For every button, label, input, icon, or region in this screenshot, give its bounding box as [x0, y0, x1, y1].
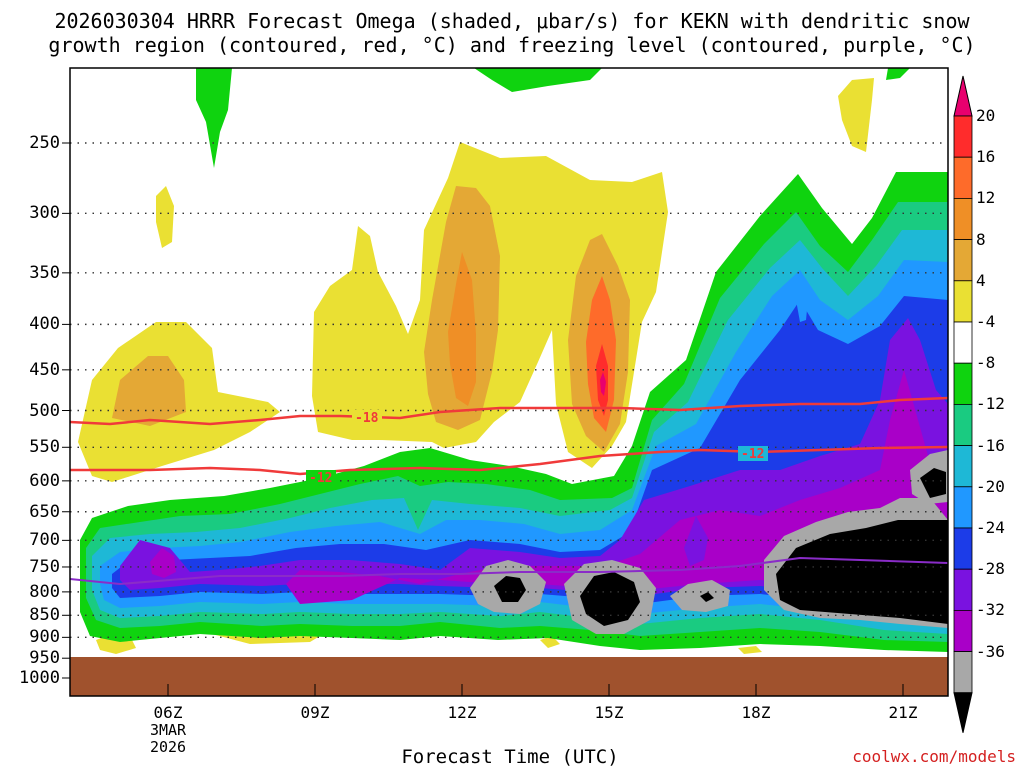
- contour-label-minus-18: -18: [355, 411, 379, 426]
- plot-frame: [69, 67, 949, 697]
- colorbar-segment-10: [953, 486, 973, 529]
- colorbar-segment-9: [953, 445, 973, 488]
- yellow-cell-bottom-4: [738, 646, 762, 654]
- dendritic-growth-contour-minus-12: [70, 445, 949, 476]
- x-tick-label-15Z: 15Z: [594, 703, 624, 722]
- yellow-cell-small: [156, 186, 174, 248]
- colorbar-label--36: -36: [976, 641, 1005, 661]
- purple-pocket-left: [150, 548, 176, 578]
- light-blue-inner: [796, 280, 808, 322]
- y-tick-label-1000: 1000: [19, 668, 60, 688]
- below-ground-layer: [70, 657, 948, 696]
- colorbar-segment-3: [953, 197, 973, 240]
- colorbar-segment-5: [953, 280, 973, 323]
- colorbar-segment-1: [953, 115, 973, 158]
- colorbar-label--12: -12: [976, 394, 1005, 414]
- x-date-label-month: 3MAR: [149, 721, 187, 739]
- colorbar-segment-12: [953, 568, 973, 611]
- colorbar-label--28: -28: [976, 559, 1005, 579]
- x-tick-label-06Z: 06Z: [153, 703, 183, 722]
- magenta-core: [600, 372, 606, 396]
- chart-title-line-2: growth region (contoured, red, °C) and f…: [48, 33, 976, 57]
- contour-label-minus-12-right: -12: [741, 447, 764, 462]
- y-tick-label-250: 250: [29, 133, 60, 153]
- x-tick-marks: [167, 684, 904, 696]
- y-tick-label-650: 650: [29, 501, 60, 522]
- y-tick-label-700: 700: [29, 530, 60, 551]
- y-tick-label-950: 950: [29, 648, 60, 669]
- omega-shading: [70, 68, 948, 696]
- black-core-3: [700, 592, 714, 602]
- colorbar-segment-11: [953, 527, 973, 570]
- x-tick-label-21Z: 21Z: [888, 703, 918, 722]
- y-tick-label-450: 450: [29, 359, 60, 380]
- colorbar-label--24: -24: [976, 518, 1005, 537]
- colorbar-label--8: -8: [976, 353, 996, 373]
- colorbar-label--32: -32: [976, 600, 1005, 620]
- freezing-level-contour: [69, 556, 949, 586]
- temperature-contours: [69, 396, 949, 586]
- black-core-1: [494, 576, 526, 602]
- blue-inner-purple: [684, 516, 708, 566]
- colorbar-segment-6: [953, 321, 973, 364]
- x-tick-label-12Z: 12Z: [447, 703, 477, 722]
- colorbar-segment-8: [953, 403, 973, 446]
- black-core-5: [920, 468, 946, 498]
- colorbar-label-8: 8: [976, 229, 986, 249]
- y-tick-label-800: 800: [29, 581, 60, 602]
- colorbar-label-20: 20: [976, 106, 996, 125]
- chart-title-line-1: 2026030304 HRRR Forecast Omega (shaded, …: [54, 9, 970, 33]
- colorbar-segment-2: [953, 156, 973, 199]
- y-tick-label-400: 400: [29, 314, 60, 335]
- y-tick-label-600: 600: [29, 470, 60, 491]
- colorbar-segment-4: [953, 239, 973, 282]
- black-core-2: [580, 572, 640, 626]
- colorbar-segment-13: [953, 610, 973, 653]
- colorbar: [953, 75, 973, 733]
- colorbar-label--20: -20: [976, 476, 1005, 496]
- contour-label-group: -18 -12 -12: [306, 410, 768, 486]
- colorbar-segment-14: [953, 651, 973, 694]
- contour-label-minus-12-left: -12: [309, 471, 332, 486]
- colorbar-label-4: 4: [976, 270, 986, 290]
- colorbar-top-arrow: [953, 75, 973, 117]
- y-tick-label-750: 750: [29, 556, 60, 577]
- yellow-cell-top-right: [838, 78, 874, 152]
- green-cell-top-center: [474, 68, 602, 92]
- colorbar-label--4: -4: [976, 312, 996, 331]
- dendritic-growth-contour-minus-18: [69, 396, 949, 426]
- colorbar-label-12: 12: [976, 188, 996, 208]
- colorbar-bottom-arrow: [953, 692, 973, 733]
- black-core-4: [776, 520, 948, 624]
- y-tick-marks: [62, 142, 70, 679]
- y-tick-label-900: 900: [29, 627, 60, 648]
- y-tick-label-550: 550: [29, 437, 60, 458]
- dark-orange-cell-center: [448, 252, 476, 406]
- y-tick-label-500: 500: [29, 400, 60, 421]
- colorbar-label--16: -16: [976, 435, 1005, 455]
- y-tick-label-350: 350: [29, 262, 60, 283]
- y-tick-label-850: 850: [29, 605, 60, 626]
- green-cell-top-left: [196, 68, 232, 168]
- x-tick-label-09Z: 09Z: [300, 703, 330, 722]
- x-date-label-year: 2026: [149, 738, 187, 756]
- y-tick-label-300: 300: [29, 203, 60, 224]
- x-tick-label-18Z: 18Z: [741, 703, 771, 722]
- x-axis-title: Forecast Time (UTC): [401, 746, 619, 768]
- site-credit: coolwx.com/models: [852, 747, 1016, 766]
- green-cell-top-right: [886, 68, 910, 80]
- colorbar-label-16: 16: [976, 147, 996, 167]
- orange-cell-left: [112, 356, 186, 426]
- colorbar-segment-7: [953, 362, 973, 405]
